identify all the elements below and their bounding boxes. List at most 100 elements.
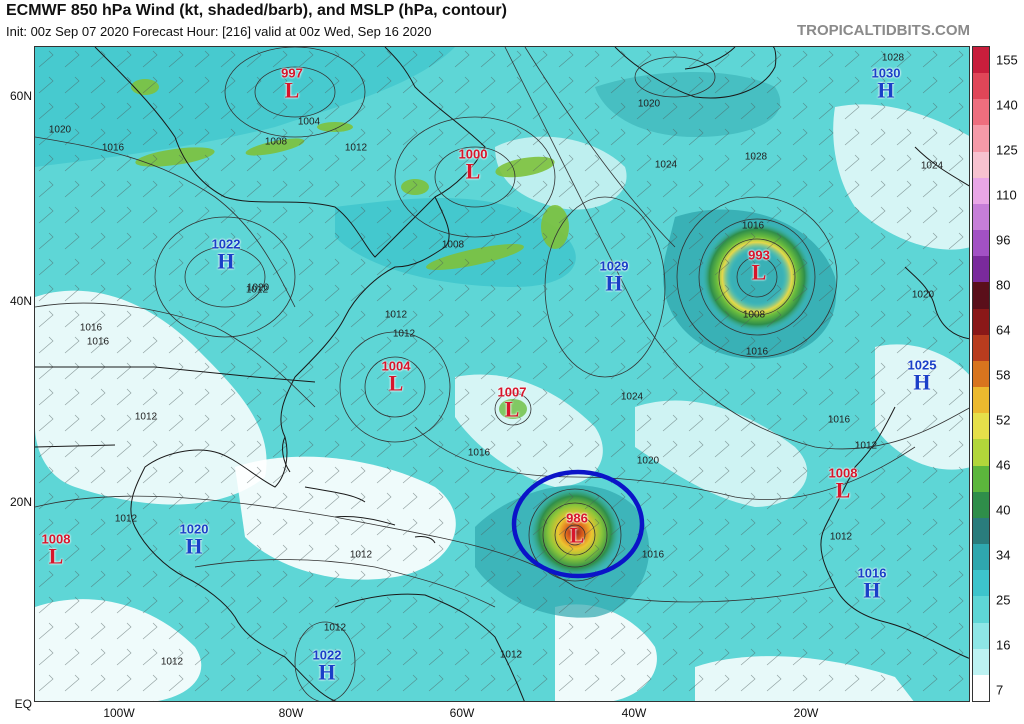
colorbar-segment [973,125,989,153]
low-pressure-center: 1008 L [828,465,858,503]
colorbar-label: 140 [996,97,1018,113]
isobar-label: 1012 [323,622,347,634]
isobar-label: 1008 [441,239,465,251]
map-title: ECMWF 850 hPa Wind (kt, shaded/barb), an… [6,2,507,19]
colorbar-label: 25 [996,592,1011,608]
isobar-label: 1008 [742,309,766,321]
colorbar-segment [973,177,989,205]
isobar-label: 1016 [741,220,765,232]
lat-label: EQ [14,697,32,711]
low-pressure-center: 1008 L [41,531,71,569]
isobar-label: 1012 [245,284,269,296]
colorbar-label: 96 [996,232,1011,248]
high-pressure-center: 1030 H [871,65,901,103]
colorbar-label: 34 [996,547,1011,563]
colorbar-segment [973,439,989,467]
lon-label: 80W [278,706,304,720]
init-forecast-line: Init: 00z Sep 07 2020 Forecast Hour: [21… [6,24,432,39]
isobar-label: 1024 [620,391,644,403]
colorbar-label: 46 [996,457,1011,473]
weather-map [34,46,970,702]
isobar-label: 1012 [114,513,138,525]
isobar-label: 1028 [881,52,905,64]
isobar-label: 1020 [246,282,270,294]
colorbar-segment [973,99,989,126]
lat-label: 60N [9,89,32,103]
colorbar-label: 16 [996,637,1011,653]
colorbar-label: 52 [996,412,1011,428]
low-pressure-center: 1007 L [497,384,527,422]
isobar-label: 1020 [636,455,660,467]
isobar-label: 1012 [499,649,523,661]
isobar-label: 1020 [637,98,661,110]
high-pressure-center: 1029 H [599,258,629,296]
colorbar-segment [973,256,989,283]
lat-label: 20N [9,495,32,509]
isobar-label: 1024 [920,160,944,172]
isobar-label: 1016 [827,414,851,426]
colorbar-segment [973,387,989,414]
high-pressure-center: 1022 H [312,647,342,685]
colorbar-segment [973,47,989,74]
colorbar-segment [973,674,989,702]
isobar-label: 1028 [744,151,768,163]
lon-label: 100W [103,706,135,720]
colorbar-label: 64 [996,322,1011,338]
map-canvas [35,47,969,701]
colorbar-segment [973,151,989,179]
colorbar-segment [973,360,989,388]
isobar-label: 1004 [297,116,321,128]
colorbar-segment [973,413,989,440]
lat-label: 40N [9,294,32,308]
colorbar-label: 110 [996,187,1017,203]
high-pressure-center: 1020 H [179,521,209,559]
colorbar-segment [973,73,989,100]
low-pressure-center: 1004 L [381,358,411,396]
high-pressure-center: 1022 H [211,236,241,274]
isobar-label: 1012 [349,549,373,561]
low-pressure-center: 997 L [281,65,303,103]
colorbar-segment [973,282,989,310]
isobar-label: 1016 [101,142,125,154]
colorbar-segment [973,517,989,545]
high-pressure-center: 1016 H [857,565,887,603]
isobar-label: 1012 [392,328,416,340]
colorbar-segment [973,465,989,493]
isobar-label: 1012 [384,309,408,321]
isobar-label: 1012 [854,440,878,452]
hurricane-low-center: 986 L [566,510,588,548]
colorbar-label: 58 [996,367,1011,383]
colorbar-segment [973,622,989,650]
lon-label: 40W [621,706,647,720]
isobar-label: 1012 [344,142,368,154]
isobar-label: 1016 [641,549,665,561]
colorbar-segment [973,570,989,597]
high-pressure-center: 1025 H [907,357,937,395]
isobar-label: 1024 [654,159,678,171]
isobar-label: 1016 [86,336,110,348]
hurricane-highlight-circle [511,469,645,579]
isobar-label: 1016 [467,447,491,459]
colorbar-segment [973,491,989,519]
wind-barbs [35,47,969,701]
isobar-label: 1020 [48,124,72,136]
isobar-label: 1012 [160,656,184,668]
source-watermark: TROPICALTIDBITS.COM [796,22,970,39]
isobar-label: 1016 [79,322,103,334]
colorbar-label: 80 [996,277,1011,293]
isobar-label: 1016 [745,346,769,358]
colorbar-segment [973,203,989,231]
colorbar-label: 40 [996,502,1011,518]
colorbar-label: 155 [996,52,1018,68]
colorbar-label: 125 [996,142,1018,158]
isobar-label: 1020 [911,289,935,301]
lon-label: 20W [793,706,819,720]
colorbar-segment [973,230,989,257]
colorbar-segment [973,648,989,676]
colorbar-segment [973,334,989,362]
colorbar-label: 7 [996,682,1004,698]
low-pressure-center: 993 L [748,247,770,285]
colorbar-segment [973,596,989,624]
isobar-label: 1012 [829,531,853,543]
lon-label: 60W [449,706,475,720]
